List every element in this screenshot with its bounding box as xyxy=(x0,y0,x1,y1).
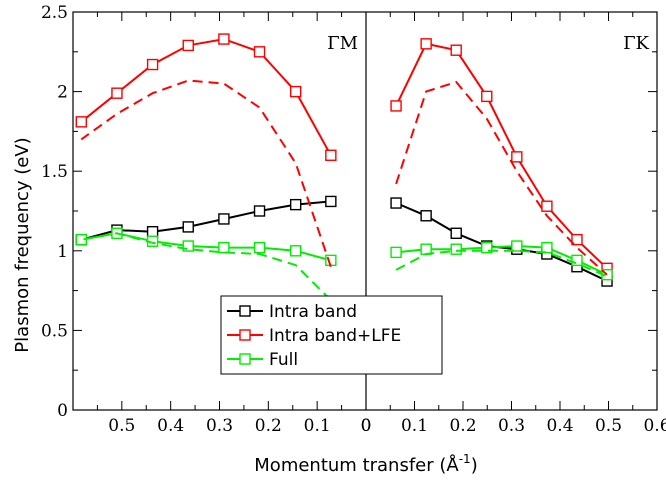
x-tick-label: 0.1 xyxy=(304,416,331,436)
y-tick-label: 0.5 xyxy=(41,321,68,341)
legend-label-intra-band-lfe: Intra band+LFE xyxy=(269,326,401,346)
data-point-full xyxy=(218,241,230,254)
series-line-dashed-ff0000 xyxy=(395,80,608,276)
panel-gamma-k: 0 0.1 0.2 0.3 0.4 0.5 0.6 ΓK xyxy=(361,12,666,436)
data-point-intra-band xyxy=(450,227,462,239)
data-point-intra-band-lfe xyxy=(146,58,159,71)
x-axis-label: Momentum transfer (Å-1) xyxy=(254,452,477,476)
data-point-full xyxy=(182,240,194,252)
data-point-full xyxy=(253,241,266,254)
legend-label-intra-band: Intra band xyxy=(269,302,357,322)
data-point-intra-band xyxy=(390,197,402,209)
y-tick-label: 1 xyxy=(57,242,68,262)
data-point-intra-band-lfe xyxy=(75,116,88,128)
x-tick-label: 0 xyxy=(361,416,372,436)
x-tick-label: 0.5 xyxy=(108,416,135,436)
data-point-intra-band-lfe xyxy=(450,44,462,56)
data-point-intra-band-lfe xyxy=(182,39,194,52)
data-point-intra-band xyxy=(289,198,302,211)
panel-gamma-m: 0 0.1 0.2 0.3 0.4 0.5 ΓM xyxy=(75,12,372,436)
data-point-full xyxy=(571,254,583,267)
legend: Intra band Intra band+LFE Full xyxy=(220,295,443,375)
legend-label-full: Full xyxy=(269,350,298,370)
data-point-full xyxy=(541,241,553,254)
data-point-intra-band xyxy=(218,213,230,225)
panel-title: ΓM xyxy=(327,33,358,54)
series-line-dashed-00ee00 xyxy=(395,249,608,278)
x-axis-label-main: Momentum transfer (Å xyxy=(254,454,459,476)
x-axis-label-superscript: -1 xyxy=(459,452,471,466)
series-line-dashed-ff0000 xyxy=(80,79,332,268)
y-tick-label: 1.5 xyxy=(41,162,68,182)
y-tick-label: 2 xyxy=(57,83,68,103)
x-axis-label-close: ) xyxy=(471,455,478,476)
series-line-dashed-00ee00 xyxy=(81,232,332,301)
series-line-intra-band xyxy=(81,200,331,241)
x-tick-label: 0.5 xyxy=(595,416,622,436)
y-axis-label: Plasmon frequency (eV) xyxy=(12,137,33,352)
y-tick-label: 2.5 xyxy=(41,3,68,23)
data-point-intra-band-lfe xyxy=(420,38,432,50)
data-point-full xyxy=(450,243,462,255)
data-point-intra-band-lfe xyxy=(481,90,493,103)
data-point-intra-band-lfe xyxy=(218,33,230,45)
x-tick-label: 0.3 xyxy=(206,416,233,436)
data-point-intra-band xyxy=(146,225,159,238)
data-point-intra-band-lfe xyxy=(253,46,266,58)
data-point-intra-band-lfe xyxy=(390,100,402,112)
x-tick-label: 0.4 xyxy=(546,416,573,436)
x-tick-label: 0.1 xyxy=(401,416,428,436)
data-point-intra-band xyxy=(253,205,266,217)
legend-marker-intra-band xyxy=(239,305,251,317)
data-point-full xyxy=(481,241,493,254)
series-line-intra-band-lfe xyxy=(80,38,332,156)
y-tick-label: 0 xyxy=(57,401,68,421)
x-tick-label: 0.3 xyxy=(498,416,525,436)
data-point-intra-band-lfe xyxy=(111,87,123,99)
data-point-intra-band-lfe xyxy=(289,85,302,98)
legend-marker-intra-band-lfe xyxy=(239,329,251,341)
data-point-intra-band xyxy=(325,195,337,208)
x-tick-label: 0 xyxy=(361,416,372,436)
x-tick-label: 0.2 xyxy=(449,416,476,436)
panel-title: ΓK xyxy=(623,33,649,54)
data-point-intra-band xyxy=(420,210,432,222)
data-point-intra-band-lfe xyxy=(325,149,337,161)
data-point-full xyxy=(289,245,302,257)
x-tick-label: 0.2 xyxy=(255,416,282,436)
data-point-full xyxy=(390,246,402,259)
legend-marker-full xyxy=(239,353,251,365)
data-point-intra-band-lfe xyxy=(571,233,583,246)
data-point-intra-band-lfe xyxy=(541,200,553,212)
x-tick-label: 0.6 xyxy=(643,416,666,436)
data-point-full xyxy=(511,240,523,252)
data-point-intra-band-lfe xyxy=(511,151,523,163)
x-tick-label: 0.4 xyxy=(157,416,184,436)
data-point-intra-band xyxy=(182,221,194,233)
